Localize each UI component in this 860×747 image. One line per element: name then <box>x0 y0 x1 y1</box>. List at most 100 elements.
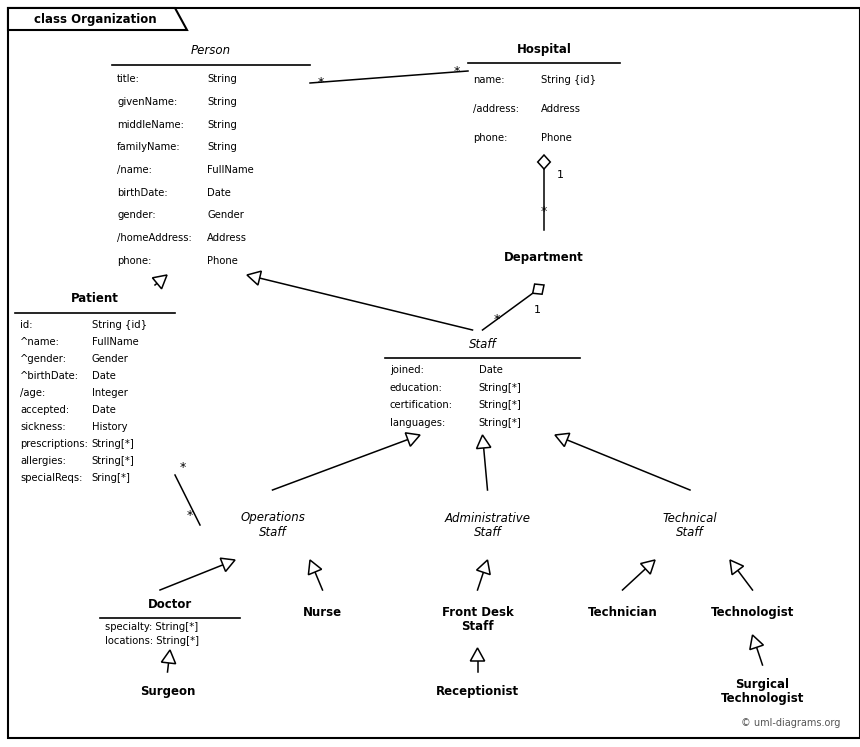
Text: FullName: FullName <box>207 165 254 175</box>
Polygon shape <box>247 271 261 285</box>
Text: Surgeon: Surgeon <box>140 686 195 698</box>
Polygon shape <box>309 560 322 574</box>
Text: String: String <box>207 143 237 152</box>
Text: languages:: languages: <box>390 418 445 428</box>
Bar <box>468 230 620 285</box>
Text: Address: Address <box>207 233 247 243</box>
Text: prescriptions:: prescriptions: <box>20 439 88 449</box>
Polygon shape <box>405 433 420 446</box>
Text: String {id}: String {id} <box>541 75 596 85</box>
Text: Gender: Gender <box>92 354 129 364</box>
Bar <box>468 35 620 155</box>
Text: Phone: Phone <box>541 133 572 143</box>
Text: Date: Date <box>479 365 502 375</box>
Text: Staff: Staff <box>469 338 496 350</box>
Text: specialReqs:: specialReqs: <box>20 474 83 483</box>
Bar <box>410 590 545 648</box>
Polygon shape <box>476 560 490 574</box>
Text: givenName:: givenName: <box>117 97 177 107</box>
Text: Receptionist: Receptionist <box>436 686 519 698</box>
Bar <box>620 490 760 560</box>
Text: certification:: certification: <box>390 400 453 410</box>
Text: 1: 1 <box>556 170 563 180</box>
Bar <box>570 590 675 635</box>
Text: ^gender:: ^gender: <box>20 354 67 364</box>
Text: /age:: /age: <box>20 388 46 398</box>
Bar <box>100 672 235 712</box>
Bar <box>695 590 810 635</box>
Polygon shape <box>220 558 235 571</box>
Text: Hospital: Hospital <box>517 43 571 55</box>
Text: familyName:: familyName: <box>117 143 181 152</box>
Polygon shape <box>152 275 167 289</box>
Text: Date: Date <box>92 371 116 381</box>
Text: String: String <box>207 75 237 84</box>
Bar <box>690 665 835 718</box>
Text: String: String <box>207 97 237 107</box>
Text: History: History <box>92 422 127 433</box>
Bar <box>415 490 560 560</box>
Text: Technical: Technical <box>663 512 717 524</box>
Text: Front Desk: Front Desk <box>442 606 513 619</box>
Text: Address: Address <box>541 104 581 114</box>
Polygon shape <box>470 648 485 661</box>
Text: birthDate:: birthDate: <box>117 187 168 198</box>
Text: String[*]: String[*] <box>479 382 521 393</box>
Text: String[*]: String[*] <box>479 400 521 410</box>
Text: specialty: String[*]: specialty: String[*] <box>105 622 198 633</box>
Polygon shape <box>641 560 655 574</box>
Text: Technologist: Technologist <box>721 692 804 705</box>
Text: String[*]: String[*] <box>92 439 134 449</box>
Text: 1: 1 <box>534 305 541 314</box>
Text: FullName: FullName <box>92 337 138 347</box>
Text: education:: education: <box>390 382 443 393</box>
Text: *: * <box>318 75 324 89</box>
Text: Date: Date <box>92 405 116 415</box>
Text: *: * <box>494 313 501 326</box>
Text: Staff: Staff <box>676 525 703 539</box>
Text: String: String <box>207 120 237 130</box>
Polygon shape <box>555 433 569 447</box>
Text: phone:: phone: <box>473 133 507 143</box>
Text: *: * <box>187 509 194 521</box>
Bar <box>100 590 240 650</box>
Text: name:: name: <box>473 75 505 85</box>
Text: Administrative: Administrative <box>445 512 531 524</box>
Bar <box>200 490 345 560</box>
Text: /homeAddress:: /homeAddress: <box>117 233 192 243</box>
Bar <box>385 330 580 435</box>
Text: phone:: phone: <box>117 255 151 266</box>
Text: Staff: Staff <box>474 525 501 539</box>
Text: title:: title: <box>117 75 140 84</box>
Text: Surgical: Surgical <box>735 678 789 691</box>
Text: Person: Person <box>191 43 231 57</box>
Polygon shape <box>162 650 175 664</box>
Text: Sring[*]: Sring[*] <box>92 474 131 483</box>
Text: Date: Date <box>207 187 231 198</box>
Text: allergies:: allergies: <box>20 456 66 466</box>
Text: /name:: /name: <box>117 165 152 175</box>
Text: Technologist: Technologist <box>711 606 794 619</box>
Text: /address:: /address: <box>473 104 519 114</box>
Bar <box>15 285 175 490</box>
Text: ^birthDate:: ^birthDate: <box>20 371 79 381</box>
Text: *: * <box>180 460 186 474</box>
Text: Nurse: Nurse <box>303 606 342 619</box>
Text: Department: Department <box>504 251 584 264</box>
Polygon shape <box>538 155 550 169</box>
Text: accepted:: accepted: <box>20 405 69 415</box>
Polygon shape <box>532 284 544 294</box>
Text: Operations: Operations <box>240 512 305 524</box>
Bar <box>410 672 545 712</box>
Polygon shape <box>730 560 744 574</box>
Text: Technician: Technician <box>587 606 657 619</box>
Text: id:: id: <box>20 320 33 329</box>
Polygon shape <box>8 8 187 30</box>
Text: String[*]: String[*] <box>479 418 521 428</box>
Text: sickness:: sickness: <box>20 422 65 433</box>
Text: Patient: Patient <box>71 293 119 306</box>
Text: locations: String[*]: locations: String[*] <box>105 636 199 645</box>
Polygon shape <box>476 435 491 449</box>
Text: Doctor: Doctor <box>148 598 192 610</box>
Bar <box>270 590 375 635</box>
